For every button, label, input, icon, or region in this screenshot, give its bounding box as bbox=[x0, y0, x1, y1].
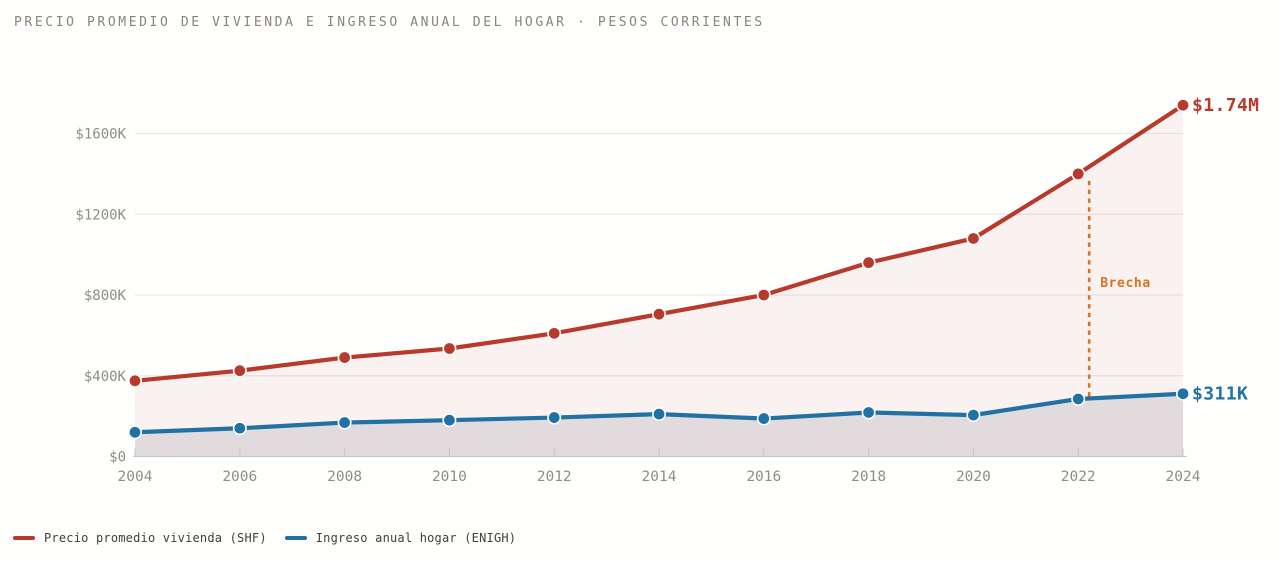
x-axis-tick-label: 2018 bbox=[851, 469, 886, 485]
x-axis-tick-label: 2014 bbox=[642, 469, 677, 485]
data-point-ingreso-2006 bbox=[232, 421, 247, 436]
area-fill-vivienda bbox=[135, 105, 1183, 457]
legend-label-precio-vivienda: Precio promedio vivienda (SHF) bbox=[44, 531, 267, 545]
data-point-vivienda-2018 bbox=[861, 255, 876, 270]
end-value-label-vivienda: $1.74M bbox=[1192, 95, 1259, 116]
legend-item-precio-vivienda: Precio promedio vivienda (SHF) bbox=[13, 531, 267, 545]
data-point-ingreso-2012 bbox=[547, 410, 562, 425]
x-axis-tick-label: 2004 bbox=[118, 469, 153, 485]
x-axis-tick-label: 2008 bbox=[327, 469, 362, 485]
x-axis-tick-label: 2016 bbox=[746, 469, 781, 485]
data-point-ingreso-2016 bbox=[756, 411, 771, 426]
y-axis-tick-label: $400K bbox=[84, 369, 127, 385]
data-point-vivienda-2020 bbox=[966, 231, 981, 246]
data-point-ingreso-2022 bbox=[1071, 391, 1086, 406]
y-axis-tick-label: $1200K bbox=[75, 207, 126, 223]
data-point-ingreso-2004 bbox=[128, 425, 143, 440]
legend-item-ingreso-hogar: Ingreso anual hogar (ENIGH) bbox=[284, 531, 517, 545]
y-axis-tick-label: $1600K bbox=[75, 127, 126, 143]
data-point-vivienda-2022 bbox=[1071, 166, 1086, 181]
data-point-ingreso-2020 bbox=[966, 408, 981, 423]
data-point-ingreso-2010 bbox=[442, 413, 457, 428]
x-axis-tick-label: 2024 bbox=[1166, 469, 1201, 485]
data-point-vivienda-2014 bbox=[651, 307, 666, 322]
legend-label-ingreso-hogar: Ingreso anual hogar (ENIGH) bbox=[315, 531, 517, 545]
data-point-vivienda-2008 bbox=[337, 350, 352, 365]
data-point-ingreso-2024 bbox=[1176, 386, 1191, 401]
data-point-vivienda-2004 bbox=[128, 373, 143, 388]
y-axis-tick-label: $800K bbox=[84, 288, 127, 304]
data-point-ingreso-2014 bbox=[651, 407, 666, 422]
x-axis-tick-label: 2010 bbox=[432, 469, 467, 485]
legend-swatch-red-line bbox=[13, 535, 35, 541]
chart-title: PRECIO PROMEDIO DE VIVIENDA E INGRESO AN… bbox=[14, 15, 765, 30]
data-point-vivienda-2010 bbox=[442, 341, 457, 356]
area-fill-ingreso bbox=[135, 393, 1183, 457]
x-axis-tick-label: 2012 bbox=[537, 469, 572, 485]
data-point-vivienda-2012 bbox=[547, 326, 562, 341]
data-point-ingreso-2008 bbox=[337, 415, 352, 430]
x-axis-tick-label: 2022 bbox=[1061, 469, 1096, 485]
end-value-label-ingreso: $311K bbox=[1192, 384, 1248, 405]
data-point-vivienda-2006 bbox=[232, 363, 247, 378]
x-axis-tick-label: 2006 bbox=[222, 469, 257, 485]
legend-swatch-blue-line bbox=[284, 535, 307, 541]
data-point-vivienda-2024 bbox=[1176, 98, 1191, 113]
y-axis-tick-label: $0 bbox=[109, 450, 126, 466]
brecha-annotation-label: Brecha bbox=[1100, 276, 1151, 291]
chart-legend: Precio promedio vivienda (SHF) Ingreso a… bbox=[13, 531, 516, 545]
data-point-vivienda-2016 bbox=[756, 287, 771, 302]
x-axis-tick-label: 2020 bbox=[956, 469, 991, 485]
data-point-ingreso-2018 bbox=[861, 405, 876, 420]
